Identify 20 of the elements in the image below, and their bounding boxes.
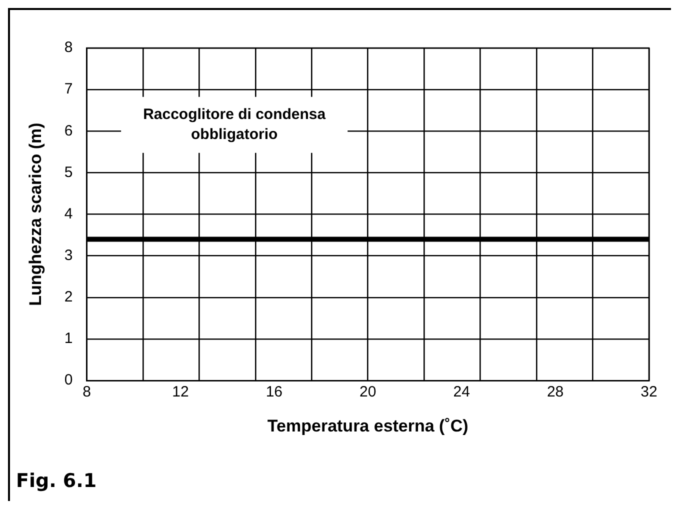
y-tick-label: 4: [64, 205, 73, 222]
x-tick-label: 32: [640, 384, 658, 401]
y-tick-label: 7: [64, 80, 73, 98]
annotation: Raccoglitore di condensa obbligatorio: [143, 106, 326, 144]
x-tick-label: 20: [360, 384, 376, 401]
x-tick-label: 8: [82, 384, 91, 401]
x-tick-label: 16: [266, 384, 283, 401]
y-tick-label: 5: [64, 164, 73, 181]
y-tick-label: 8: [64, 39, 73, 56]
y-tick-label: 1: [64, 330, 73, 348]
x-tick-label: 24: [453, 384, 470, 401]
y-tick-label: 0: [64, 372, 73, 389]
x-axis-title: Temperatura esterna (˚C): [267, 416, 468, 436]
y-tick-label: 3: [64, 247, 73, 264]
y-tick-label: 6: [64, 122, 73, 140]
y-axis-title: Lunghezza scarico (m): [26, 122, 45, 306]
x-tick-label: 28: [546, 384, 564, 401]
x-tick-label: 12: [172, 384, 189, 401]
y-tick-label: 2: [64, 288, 73, 306]
caption: Fig. 6.1: [16, 470, 97, 492]
